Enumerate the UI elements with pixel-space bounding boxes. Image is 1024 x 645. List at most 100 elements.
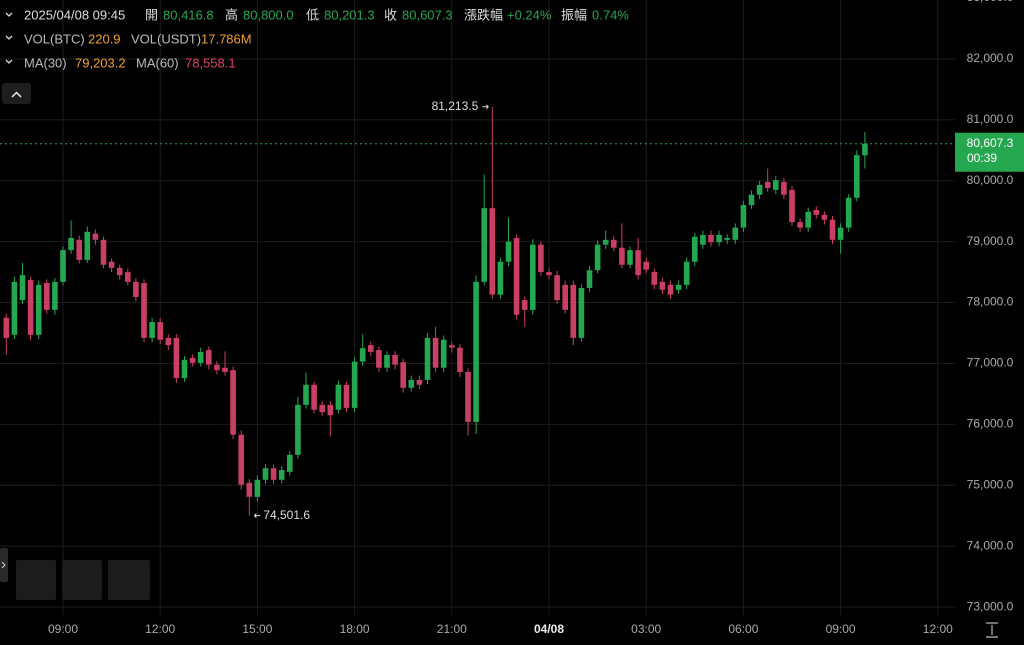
- candle-body: [546, 272, 552, 276]
- chevron-right: [1, 561, 6, 569]
- info-label: 開: [145, 7, 158, 22]
- candle-body: [627, 250, 633, 265]
- candle-body: [68, 237, 74, 251]
- candle-body: [481, 208, 487, 282]
- candle-body: [295, 404, 301, 455]
- candle-body: [408, 379, 415, 388]
- candle-body: [457, 347, 463, 372]
- candle-body: [854, 155, 860, 198]
- candle-body: [489, 208, 496, 295]
- candle-body: [789, 189, 795, 223]
- x-tick-label: 15:00: [242, 622, 272, 636]
- low-label: 74,501.6: [263, 508, 310, 522]
- candle-body: [254, 479, 261, 497]
- y-tick-label: 79,000.0: [967, 234, 1014, 248]
- collapse-icon[interactable]: [5, 35, 13, 40]
- info-label: 振幅: [561, 7, 587, 22]
- info-value: 220.9: [88, 31, 121, 46]
- candle-body: [311, 384, 317, 410]
- header: 2025/04/08 09:45 開 80,416.8 高 80,800.0 低…: [2, 7, 629, 104]
- info-label: VOL(BTC): [24, 31, 85, 46]
- candle-body: [133, 281, 139, 298]
- candle-body: [19, 275, 26, 301]
- candle-body: [748, 194, 755, 206]
- x-tick-label: 09:00: [48, 622, 78, 636]
- candle-body: [214, 364, 220, 371]
- candle-body: [473, 281, 479, 422]
- candle-body: [359, 348, 366, 362]
- candle-body: [230, 370, 236, 435]
- high-label: 81,213.5: [432, 99, 479, 113]
- candle-body: [530, 244, 536, 310]
- candle-body: [262, 468, 269, 480]
- candle-body: [108, 261, 115, 268]
- candle-body: [278, 470, 285, 480]
- y-tick-label: 76,000.0: [967, 417, 1014, 431]
- candle-body: [197, 351, 204, 363]
- candle-body: [586, 270, 593, 288]
- collapse-icon[interactable]: [5, 12, 13, 17]
- info-label: 低: [306, 7, 319, 22]
- x-tick-label: 09:00: [826, 622, 856, 636]
- candle-body: [513, 237, 520, 315]
- candle-body: [570, 284, 577, 338]
- candle-body: [538, 244, 544, 273]
- candle-body: [781, 181, 787, 195]
- candle-body: [619, 247, 625, 265]
- candle-body: [659, 281, 666, 290]
- candle-body: [562, 284, 568, 310]
- candle-body: [497, 261, 504, 295]
- price-tag: [955, 132, 1024, 172]
- side-toggle[interactable]: [0, 548, 8, 582]
- candle-body: [651, 272, 658, 285]
- candle-body: [165, 337, 172, 346]
- candle-body: [351, 361, 358, 408]
- x-tick-label: 12:00: [145, 622, 175, 636]
- candle-body: [303, 384, 309, 405]
- candle-body: [157, 322, 163, 340]
- candles: [3, 106, 868, 516]
- candle-body: [416, 379, 423, 385]
- candle-body: [116, 267, 123, 276]
- x-tick-label: 06:00: [728, 622, 758, 636]
- info-label: MA(60): [136, 55, 179, 70]
- info-value: 17.786M: [201, 31, 252, 46]
- candle-body: [432, 337, 439, 368]
- candle-body: [287, 454, 293, 472]
- candle-body: [384, 354, 390, 368]
- candle-body: [343, 384, 350, 408]
- candle-body: [222, 367, 228, 372]
- candle-body: [449, 345, 455, 348]
- candle-body: [440, 339, 447, 368]
- x-tick-label: 18:00: [340, 622, 370, 636]
- y-tick-label: 74,000.0: [967, 538, 1014, 552]
- candle-body: [594, 244, 601, 271]
- info-value: 80,201.3: [324, 7, 375, 22]
- candle-body: [392, 354, 398, 365]
- watermark: [16, 560, 150, 600]
- candle-body: [683, 261, 690, 285]
- candle-body: [602, 239, 609, 245]
- candle-body: [756, 184, 763, 195]
- candle-body: [181, 359, 188, 379]
- candle-body: [149, 322, 155, 338]
- candle-body: [732, 227, 739, 240]
- collapse-icon[interactable]: [5, 59, 13, 64]
- candle-body: [246, 482, 253, 497]
- info-value: 0.74%: [592, 7, 629, 22]
- y-tick-label: 81,000.0: [967, 112, 1014, 126]
- candle-body: [764, 181, 771, 189]
- candle-body: [376, 350, 382, 368]
- reset-icon[interactable]: [986, 622, 998, 638]
- candle-body: [837, 227, 844, 240]
- candle-body: [521, 300, 528, 310]
- candle-body: [716, 234, 722, 243]
- candle-body: [327, 404, 334, 416]
- candle-body: [708, 234, 714, 243]
- candle-body: [92, 233, 99, 240]
- candle-body: [400, 362, 406, 388]
- candle-body: [675, 284, 682, 290]
- candle-body: [578, 287, 585, 338]
- candle-body: [44, 283, 50, 310]
